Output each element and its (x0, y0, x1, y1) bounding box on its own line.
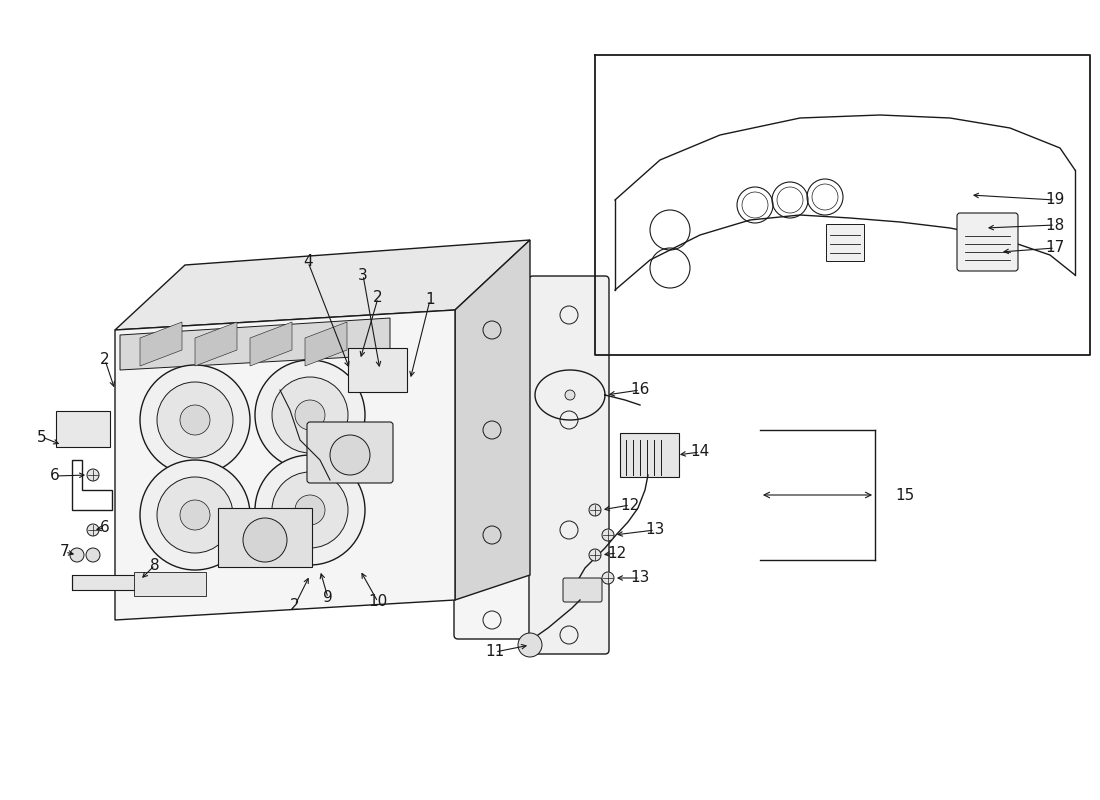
Polygon shape (72, 575, 165, 590)
Polygon shape (305, 322, 346, 366)
Text: 12: 12 (620, 498, 639, 513)
Text: 9: 9 (323, 590, 333, 606)
Text: 11: 11 (485, 645, 505, 659)
Circle shape (588, 549, 601, 561)
Circle shape (243, 518, 287, 562)
Text: 14: 14 (691, 445, 710, 459)
Polygon shape (455, 240, 530, 600)
Circle shape (255, 360, 365, 470)
FancyBboxPatch shape (134, 572, 206, 596)
Polygon shape (250, 322, 292, 366)
Circle shape (255, 455, 365, 565)
Text: 15: 15 (895, 487, 914, 502)
Text: 1: 1 (426, 293, 434, 307)
Text: 4: 4 (304, 254, 312, 270)
FancyBboxPatch shape (620, 433, 679, 477)
Text: 13: 13 (630, 570, 650, 586)
Text: 12: 12 (607, 546, 627, 561)
Text: 13: 13 (646, 522, 664, 538)
FancyBboxPatch shape (957, 213, 1018, 271)
FancyBboxPatch shape (348, 348, 407, 392)
Circle shape (180, 500, 210, 530)
FancyBboxPatch shape (454, 291, 530, 639)
Circle shape (87, 524, 99, 536)
Text: 2: 2 (373, 290, 383, 306)
Text: 2: 2 (100, 353, 110, 367)
Circle shape (140, 460, 250, 570)
FancyBboxPatch shape (826, 224, 864, 261)
Text: 7: 7 (60, 545, 69, 559)
Text: 10: 10 (368, 594, 387, 610)
Text: 5: 5 (37, 430, 47, 445)
Circle shape (518, 633, 542, 657)
Text: a passion for: a passion for (305, 398, 536, 542)
Circle shape (70, 548, 84, 562)
Polygon shape (116, 240, 530, 330)
Text: 8: 8 (151, 558, 160, 573)
Text: 17: 17 (1045, 241, 1065, 255)
Polygon shape (120, 318, 390, 370)
Circle shape (295, 495, 324, 525)
Circle shape (87, 469, 99, 481)
FancyBboxPatch shape (56, 411, 110, 447)
Polygon shape (140, 322, 182, 366)
Circle shape (180, 405, 210, 435)
Text: 6: 6 (51, 469, 59, 483)
Circle shape (330, 435, 370, 475)
Circle shape (602, 572, 614, 584)
Text: 3: 3 (359, 267, 367, 282)
Circle shape (272, 377, 348, 453)
FancyBboxPatch shape (218, 508, 312, 567)
FancyBboxPatch shape (563, 578, 602, 602)
Polygon shape (116, 310, 455, 620)
Circle shape (86, 548, 100, 562)
Text: e: e (132, 366, 308, 634)
Text: 2: 2 (290, 598, 300, 613)
FancyBboxPatch shape (529, 276, 609, 654)
Text: 19: 19 (1045, 193, 1065, 207)
Circle shape (602, 529, 614, 541)
Circle shape (157, 382, 233, 458)
Polygon shape (195, 322, 236, 366)
Circle shape (157, 477, 233, 553)
Text: since 1985: since 1985 (389, 478, 551, 582)
FancyBboxPatch shape (307, 422, 393, 483)
Circle shape (588, 504, 601, 516)
Circle shape (295, 400, 324, 430)
Circle shape (272, 472, 348, 548)
Text: 6: 6 (100, 521, 110, 535)
Circle shape (565, 390, 575, 400)
Text: 18: 18 (1045, 218, 1065, 233)
Text: 16: 16 (630, 382, 650, 398)
Circle shape (140, 365, 250, 475)
